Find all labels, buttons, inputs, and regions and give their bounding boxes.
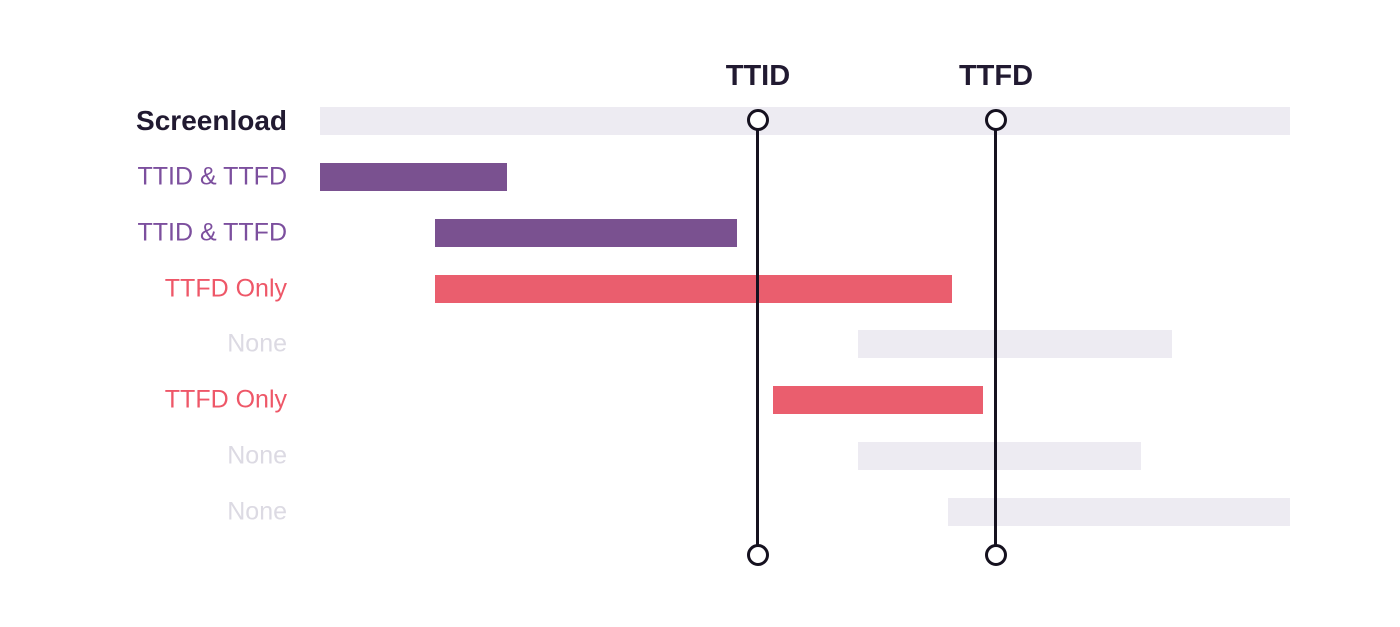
span-bar xyxy=(858,330,1172,358)
row-label: TTID & TTFD xyxy=(137,162,287,191)
timeline-area: TTID TTFD xyxy=(320,0,1290,627)
ttfd-marker-line xyxy=(994,120,998,555)
ttfd-marker-label: TTFD xyxy=(958,60,1034,92)
ttid-marker-label: TTID xyxy=(725,60,791,92)
span-bar xyxy=(858,442,1141,470)
span-bar xyxy=(320,107,1290,135)
span-bar xyxy=(320,163,508,191)
span-bar xyxy=(772,386,984,414)
row-label: TTFD Only xyxy=(164,274,287,303)
ttfd-marker-top-dot xyxy=(984,109,1007,131)
ttfd-marker-bottom-dot xyxy=(984,544,1007,566)
ttid-marker-top-dot xyxy=(746,109,769,131)
row-label: None xyxy=(227,441,287,470)
span-bar xyxy=(435,219,738,247)
row-label: None xyxy=(227,497,287,526)
row-labels-column: Screenload TTID & TTFD TTID & TTFD TTFD Onl… xyxy=(0,0,287,627)
span-bar xyxy=(947,498,1290,526)
ttid-marker-bottom-dot xyxy=(746,544,769,566)
span-bar xyxy=(435,275,953,303)
row-label: None xyxy=(227,329,287,358)
row-label: Screenload xyxy=(136,105,287,136)
row-label: TTID & TTFD xyxy=(137,218,287,247)
bars-layer xyxy=(320,0,1290,627)
ttid-marker-line xyxy=(756,120,760,555)
row-label: TTFD Only xyxy=(164,385,287,414)
